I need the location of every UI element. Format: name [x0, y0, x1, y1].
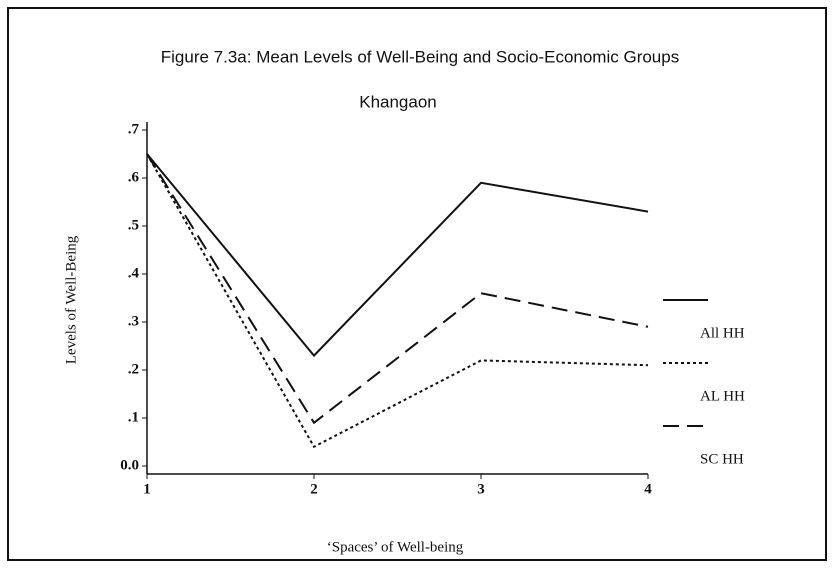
y-tick-label: .1 — [128, 409, 139, 425]
series-line — [146, 153, 649, 449]
y-tick-label: .2 — [128, 361, 139, 377]
series-line — [146, 153, 649, 425]
x-tick-label: 2 — [310, 481, 318, 497]
y-tick-label: 0.0 — [120, 457, 139, 473]
series-line — [146, 153, 649, 358]
figure-frame — [7, 7, 827, 561]
legend-label: SC HH — [700, 451, 744, 467]
y-tick-label: .6 — [128, 169, 140, 185]
y-tick-label: .3 — [128, 313, 139, 329]
x-tick-label: 1 — [143, 481, 151, 497]
y-tick-label: .4 — [128, 265, 140, 281]
y-tick-label: .7 — [128, 121, 140, 137]
chart-title: Figure 7.3a: Mean Levels of Well-Being a… — [161, 47, 679, 66]
y-tick-label: .5 — [128, 217, 139, 233]
legend-label: All HH — [700, 325, 745, 341]
x-tick-label: 4 — [644, 481, 652, 497]
x-tick-label: 3 — [477, 481, 485, 497]
y-axis-label: Levels of Well-Being — [63, 235, 79, 364]
chart-subtitle: Khangaon — [359, 92, 437, 111]
x-axis-label: ‘Spaces’ of Well-being — [327, 539, 464, 555]
legend-label: AL HH — [700, 388, 745, 404]
